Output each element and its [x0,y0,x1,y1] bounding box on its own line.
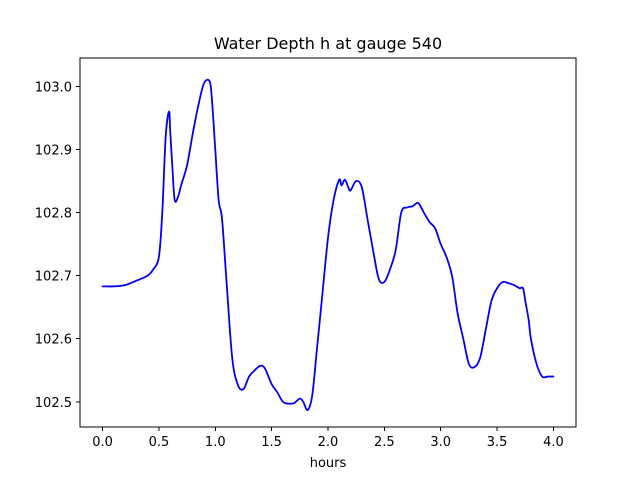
y-tick-label: 102.6 [35,333,72,348]
x-axis-label: hours [310,456,347,471]
y-tick-label: 102.5 [35,396,72,411]
y-tick-label: 103.0 [35,80,72,95]
series-line [101,78,555,411]
y-axis: 102.5 102.6 102.7 102.8 102.9 103.0 [35,80,80,411]
x-axis: 0.0 0.5 1.0 1.5 2.0 2.5 3.0 3.5 4.0 [92,427,564,450]
y-tick-label: 102.7 [35,270,72,285]
x-tick-label: 4.0 [543,435,564,450]
x-tick-label: 2.0 [318,435,339,450]
y-tick-label: 102.9 [35,143,72,158]
y-tick-label: 102.8 [35,207,72,222]
x-tick-label: 0.5 [149,435,170,450]
x-tick-label: 3.5 [487,435,508,450]
x-tick-label: 3.0 [430,435,451,450]
x-tick-label: 2.5 [374,435,395,450]
chart-title: Water Depth h at gauge 540 [214,34,442,53]
x-tick-label: 0.0 [92,435,113,450]
x-tick-label: 1.5 [261,435,282,450]
x-tick-label: 1.0 [205,435,226,450]
